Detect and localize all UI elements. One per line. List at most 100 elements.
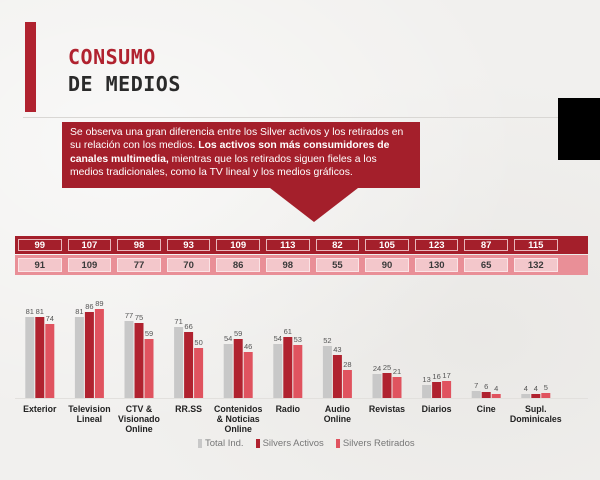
index-activos-cell: 93 — [166, 239, 211, 251]
bar-retirados — [293, 345, 303, 398]
bar-retirados — [491, 394, 501, 398]
index-retirados-cell: 98 — [266, 258, 310, 272]
data-label-retirados: 46 — [244, 342, 252, 351]
callout-text-start: Se observa una gran diferencia entre los… — [70, 127, 404, 152]
legend-swatch-activos — [255, 439, 260, 448]
bar-retirados — [541, 393, 551, 398]
data-label-activos: 43 — [333, 345, 341, 354]
legend-label-retirados: Silvers Retirados — [342, 438, 415, 449]
data-label-activos: 59 — [234, 329, 242, 338]
data-label-total: 52 — [323, 336, 331, 345]
index-activos-cell: 105 — [365, 239, 409, 251]
bar-total — [74, 317, 84, 398]
index-retirados-cell: 90 — [365, 258, 409, 272]
category-label: Audio Online — [323, 404, 352, 424]
legend-swatch-retirados — [335, 439, 340, 448]
index-retirados-cell: 70 — [166, 258, 211, 272]
data-label-retirados: 28 — [343, 360, 351, 369]
bar-total — [372, 374, 382, 398]
legend-label-total: Total Ind. — [205, 438, 244, 449]
data-label-activos: 6 — [484, 382, 488, 391]
chart-legend: Total Ind. Silvers Activos Silvers Retir… — [198, 438, 415, 449]
data-label-total: 77 — [125, 311, 133, 320]
index-retirados-cell: 86 — [216, 258, 260, 272]
bar-total — [124, 321, 134, 398]
callout-arrow — [270, 188, 358, 222]
data-label-total: 81 — [26, 307, 34, 316]
bar-activos — [332, 355, 342, 398]
bar-total — [471, 391, 481, 398]
category-label: Cine — [476, 404, 496, 414]
index-retirados-cell: 132 — [514, 258, 558, 272]
data-label-total: 71 — [174, 317, 182, 326]
index-retirados-cell: 77 — [117, 258, 161, 272]
bar-activos — [283, 337, 293, 398]
bar-retirados — [442, 381, 452, 398]
bar-total — [521, 394, 531, 398]
index-activos-cell: 115 — [514, 239, 558, 251]
bar-total — [223, 344, 233, 398]
bar-total — [25, 317, 35, 398]
bar-retirados — [194, 348, 204, 398]
index-retirados-cell: 130 — [414, 258, 459, 272]
index-activos-cell: 113 — [266, 239, 310, 251]
bar-retirados — [144, 339, 154, 398]
page-title-line2: DE MEDIOS — [68, 72, 181, 96]
data-label-total: 13 — [422, 375, 430, 384]
bar-retirados — [392, 377, 402, 398]
index-retirados-cell: 91 — [18, 258, 62, 272]
data-label-total: 7 — [474, 381, 478, 390]
index-activos-cell: 98 — [117, 239, 161, 251]
data-label-activos: 75 — [135, 313, 143, 322]
bar-activos — [531, 394, 541, 398]
data-label-activos: 61 — [284, 327, 292, 336]
index-retirados-cell: 109 — [67, 258, 112, 272]
data-label-activos: 25 — [383, 363, 391, 372]
bar-total — [322, 346, 332, 398]
data-label-retirados: 89 — [95, 299, 103, 308]
index-activos-cell: 107 — [67, 239, 112, 251]
legend-item-retirados: Silvers Retirados — [335, 438, 415, 449]
legend-item-total: Total Ind. — [198, 438, 244, 449]
data-label-retirados: 50 — [194, 338, 202, 347]
index-retirados-cell: 65 — [464, 258, 508, 272]
bar-activos — [134, 323, 144, 398]
category-label: Contenidos & Noticias Online — [213, 404, 263, 434]
callout-box: Se observa una gran diferencia entre los… — [62, 122, 420, 188]
data-label-activos: 4 — [534, 384, 538, 393]
data-label-retirados: 5 — [544, 383, 548, 392]
category-label: Revistas — [368, 404, 406, 414]
page-title-line1: CONSUMO — [68, 45, 156, 69]
index-activos-cell: 123 — [414, 239, 459, 251]
category-label: Radio — [275, 404, 301, 414]
legend-item-activos: Silvers Activos — [255, 438, 324, 449]
bar-activos — [233, 339, 243, 398]
bar-total — [273, 344, 283, 398]
data-label-retirados: 4 — [494, 384, 498, 393]
data-label-retirados: 21 — [393, 367, 401, 376]
bar-activos — [84, 312, 94, 398]
bar-retirados — [243, 352, 253, 398]
category-label: Exterior — [23, 404, 57, 414]
data-label-activos: 16 — [432, 372, 440, 381]
bar-activos — [35, 317, 45, 398]
data-label-retirados: 53 — [294, 335, 302, 344]
data-label-total: 24 — [373, 364, 381, 373]
index-activos-cell: 99 — [18, 239, 62, 251]
bar-activos — [184, 332, 194, 398]
category-label: CTV & Visionado Online — [118, 404, 160, 434]
bar-retirados — [45, 324, 55, 398]
callout-text-end: mientras que los retirados siguen fieles… — [70, 153, 377, 178]
category-label: Television Lineal — [68, 404, 111, 424]
data-label-total: 4 — [524, 384, 528, 393]
data-label-retirados: 74 — [46, 314, 54, 323]
legend-label-activos: Silvers Activos — [262, 438, 324, 449]
data-label-activos: 66 — [184, 322, 192, 331]
index-activos-cell: 87 — [464, 239, 508, 251]
data-label-total: 81 — [75, 307, 83, 316]
data-label-retirados: 17 — [442, 371, 450, 380]
category-label: Diarios — [421, 404, 452, 414]
bar-activos — [382, 373, 392, 398]
category-label: RR.SS — [175, 404, 203, 414]
